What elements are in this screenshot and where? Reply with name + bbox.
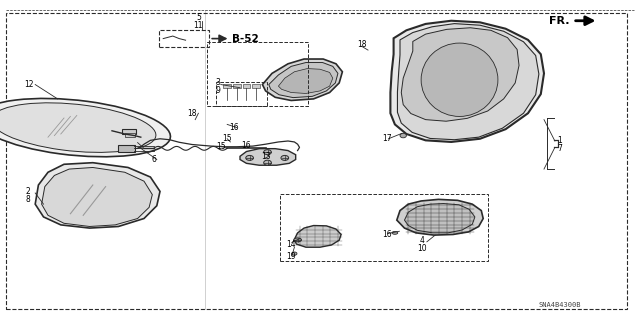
- Polygon shape: [42, 167, 152, 226]
- Polygon shape: [390, 21, 544, 142]
- Polygon shape: [269, 63, 338, 98]
- Text: 16: 16: [241, 141, 252, 150]
- Text: 1: 1: [557, 136, 563, 145]
- Bar: [223, 84, 231, 88]
- Ellipse shape: [392, 232, 398, 234]
- Ellipse shape: [281, 155, 289, 160]
- Text: 9: 9: [215, 86, 220, 95]
- Text: 8: 8: [25, 195, 30, 204]
- Bar: [125, 133, 135, 137]
- Text: 4: 4: [420, 236, 425, 245]
- Text: 18: 18: [188, 109, 196, 118]
- Text: 2: 2: [25, 187, 30, 196]
- Ellipse shape: [246, 155, 253, 160]
- Ellipse shape: [264, 160, 271, 165]
- Text: 11: 11: [194, 21, 203, 30]
- Text: 19: 19: [286, 252, 296, 261]
- Bar: [233, 84, 241, 88]
- Text: 12: 12: [24, 80, 33, 89]
- Text: 6: 6: [151, 155, 156, 164]
- Ellipse shape: [421, 43, 498, 116]
- Ellipse shape: [400, 133, 406, 138]
- Text: 16: 16: [382, 230, 392, 239]
- Text: 13: 13: [260, 152, 271, 161]
- Text: 15: 15: [216, 142, 226, 151]
- Bar: [243, 84, 250, 88]
- Polygon shape: [397, 24, 539, 140]
- Text: B-52: B-52: [232, 33, 259, 44]
- Text: 14: 14: [286, 240, 296, 249]
- Text: 5: 5: [196, 13, 201, 22]
- Ellipse shape: [294, 238, 301, 242]
- Text: 16: 16: [228, 123, 239, 132]
- Polygon shape: [278, 69, 333, 93]
- Text: 10: 10: [417, 244, 428, 253]
- Text: FR.: FR.: [549, 16, 570, 26]
- Ellipse shape: [0, 99, 170, 157]
- Ellipse shape: [264, 150, 271, 155]
- Polygon shape: [262, 59, 342, 100]
- Text: 3: 3: [215, 78, 220, 87]
- Ellipse shape: [292, 252, 297, 255]
- Text: SNA4B4300B: SNA4B4300B: [539, 302, 581, 308]
- Bar: [252, 84, 260, 88]
- Text: 18: 18: [357, 40, 366, 49]
- Text: 15: 15: [222, 134, 232, 143]
- Text: 7: 7: [557, 144, 563, 153]
- Polygon shape: [240, 149, 296, 165]
- Polygon shape: [401, 28, 519, 121]
- Polygon shape: [404, 204, 475, 233]
- Ellipse shape: [0, 103, 156, 152]
- FancyBboxPatch shape: [118, 145, 135, 152]
- Bar: [122, 129, 136, 134]
- Polygon shape: [397, 199, 483, 235]
- Text: 17: 17: [382, 134, 392, 143]
- Polygon shape: [35, 163, 160, 228]
- Polygon shape: [294, 226, 341, 247]
